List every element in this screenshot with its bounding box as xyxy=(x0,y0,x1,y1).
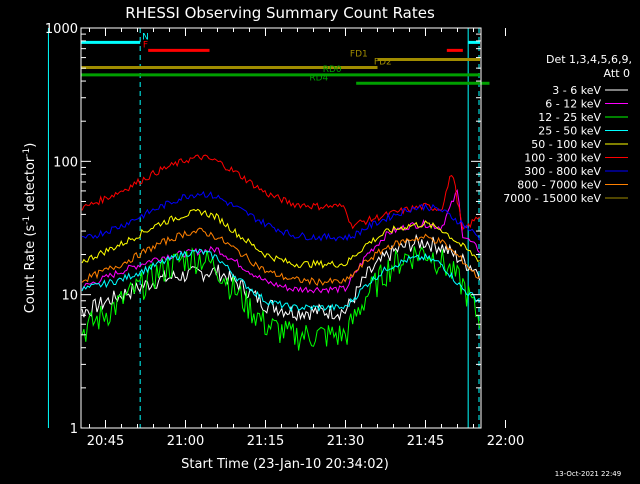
y-axis-label-sup1: -1 xyxy=(22,216,32,225)
x-tick-label: 20:45 xyxy=(87,434,124,449)
flag-label-fd1: FD1 xyxy=(350,50,368,60)
flag-label-f: F xyxy=(143,40,148,50)
plot-series-group xyxy=(81,154,481,351)
x-tick-label: 21:15 xyxy=(247,434,284,449)
y-axis-label-part2: detector xyxy=(23,156,38,216)
x-tick-label: 21:45 xyxy=(407,434,444,449)
flag-label-n: N xyxy=(142,32,149,42)
y-tick-label: 10 xyxy=(61,289,78,304)
chart-title: RHESSI Observing Summary Count Rates xyxy=(125,4,435,22)
y-tick-label: 1 xyxy=(70,422,78,437)
legend-title-line2: Att 0 xyxy=(604,67,630,80)
x-axis-label: Start Time (23-Jan-10 20:34:02) xyxy=(181,457,389,472)
series-line xyxy=(81,246,481,351)
y-axis-label: Count Rate (s-1 detector-1) xyxy=(22,143,38,314)
legend-label: 800 - 7000 keV xyxy=(517,179,601,192)
y-axis-label-part3: ) xyxy=(23,143,38,148)
axes-group: 1 10 100 1000 20:45 21:00 21:15 21:30 21:45 22:00 xyxy=(45,22,524,449)
legend-title-line1: Det 1,3,4,5,6,9, xyxy=(546,53,632,66)
series-line xyxy=(81,189,480,294)
y-axis-label-part1: Count Rate (s xyxy=(23,225,38,314)
series-line xyxy=(81,227,480,286)
legend-label: 12 - 25 keV xyxy=(538,111,601,124)
legend-label: 3 - 6 keV xyxy=(552,84,601,97)
timestamp: 13-Oct-2021 22:49 xyxy=(555,470,621,478)
series-line xyxy=(81,208,480,269)
series-line xyxy=(81,190,481,242)
x-tick-label: 21:00 xyxy=(167,434,204,449)
legend-label: 300 - 800 keV xyxy=(524,165,601,178)
series-line xyxy=(81,233,481,322)
series-line xyxy=(81,248,480,313)
legend-label: 100 - 300 keV xyxy=(524,152,601,165)
x-tick-label: 22:00 xyxy=(487,434,524,449)
y-axis-label-sup2: -1 xyxy=(22,148,32,157)
x-tick-label: 21:30 xyxy=(327,434,364,449)
y-tick-label: 100 xyxy=(53,155,78,170)
legend-label: 7000 - 15000 keV xyxy=(503,192,601,205)
legend-label: 6 - 12 keV xyxy=(545,98,601,111)
y-tick-label: 1000 xyxy=(45,22,78,37)
legend-label: 25 - 50 keV xyxy=(538,125,601,138)
flag-label-fd2: FD2 xyxy=(374,58,392,68)
flag-label-rd4: RD4 xyxy=(309,73,328,83)
legend-label: 50 - 100 keV xyxy=(531,138,601,151)
flag-label-rd0: RD0 xyxy=(323,65,342,75)
